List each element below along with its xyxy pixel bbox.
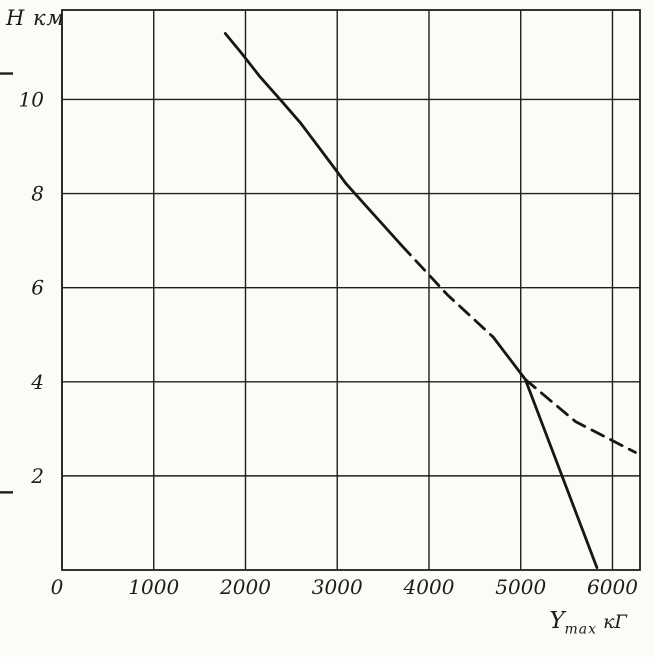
x-axis-title-unit: кГ — [603, 611, 627, 633]
x-tick-label: 3000 — [312, 575, 363, 599]
y-tick-label: 8 — [31, 182, 44, 206]
ceiling-curve-mid-dashed — [400, 243, 495, 339]
x-tick-label: 1000 — [128, 575, 179, 599]
y-axis-title: Н км — [6, 6, 65, 30]
y-tick-label: 4 — [30, 370, 44, 394]
y-tick-label: 6 — [31, 276, 44, 300]
y-tick-label: 2 — [30, 464, 44, 488]
x-axis-title: Ymax кГ — [549, 608, 627, 638]
x-axis-title-subscript: max — [564, 621, 598, 638]
ceiling-curve-lower-solid — [491, 335, 599, 569]
y-tick-label: 10 — [19, 87, 45, 111]
ceiling-extrapolation-dashed — [523, 378, 637, 454]
x-tick-label: 4000 — [403, 575, 455, 599]
x-tick-label: 6000 — [587, 575, 638, 599]
x-tick-label: 2000 — [219, 575, 271, 599]
x-axis-title-symbol: Y — [549, 608, 565, 634]
x-tick-label: 0 — [51, 575, 64, 599]
plot-border — [61, 9, 641, 571]
x-tick-label: 5000 — [495, 575, 546, 599]
ceiling-curve-upper-solid — [223, 32, 403, 247]
